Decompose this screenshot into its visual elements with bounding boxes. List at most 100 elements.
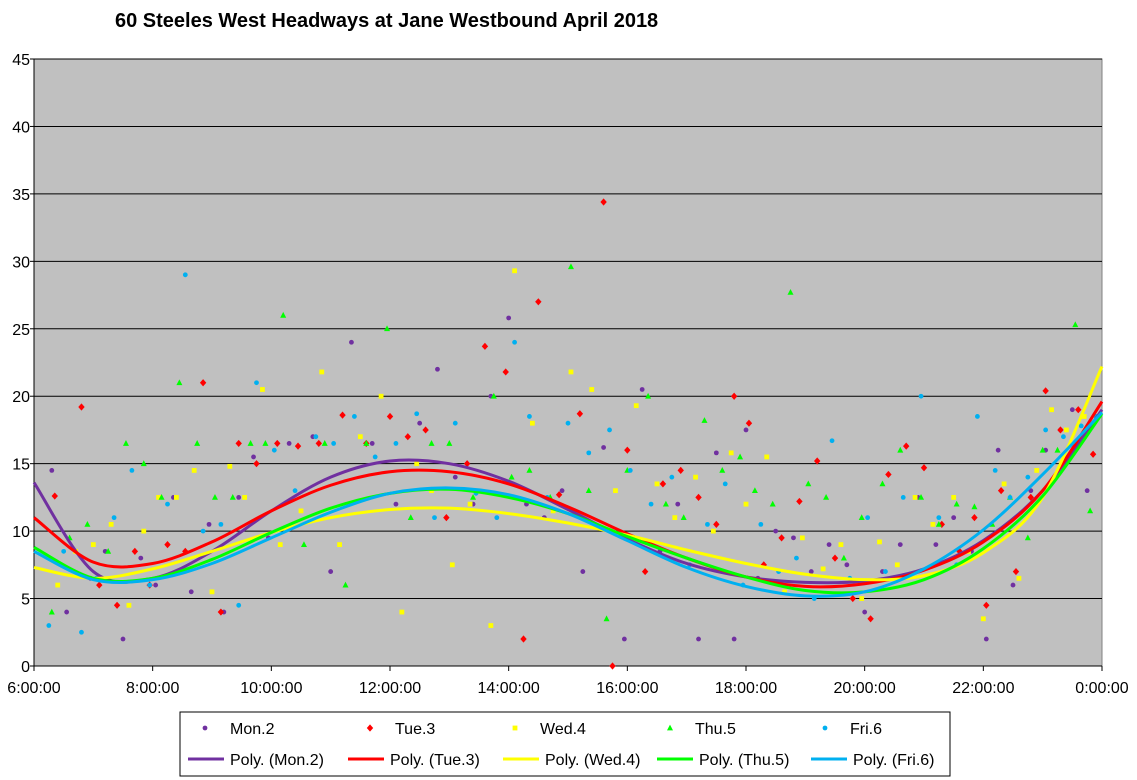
data-point	[823, 493, 830, 500]
data-point	[378, 393, 384, 399]
data-point	[1010, 582, 1016, 588]
data-point	[1012, 567, 1020, 576]
data-points	[46, 198, 1099, 670]
data-point	[951, 515, 957, 521]
data-point	[1024, 534, 1031, 541]
data-point	[384, 325, 391, 332]
data-point	[280, 311, 287, 318]
data-point	[782, 589, 787, 595]
data-point	[639, 387, 645, 392]
data-point	[49, 468, 55, 473]
data-point	[209, 589, 215, 595]
x-tick-label: 20:00:00	[834, 680, 896, 697]
data-point	[46, 623, 52, 628]
data-point	[879, 480, 886, 487]
data-point	[794, 555, 799, 561]
data-point	[897, 542, 903, 547]
data-point	[995, 447, 1001, 453]
x-tick-label: 18:00:00	[715, 680, 777, 697]
y-tick-label: 15	[12, 457, 30, 474]
data-point	[428, 440, 435, 446]
data-point	[1025, 474, 1031, 480]
data-point	[129, 468, 135, 473]
data-point	[158, 493, 165, 500]
y-tick-label: 0	[21, 659, 30, 676]
x-tick-label: 12:00:00	[359, 680, 421, 697]
data-point	[787, 288, 794, 295]
data-point	[328, 569, 334, 574]
data-point	[567, 263, 574, 270]
data-point	[877, 539, 882, 545]
data-point	[386, 412, 394, 421]
plot-background	[33, 58, 1103, 667]
data-point	[859, 596, 865, 601]
data-point	[164, 541, 171, 549]
data-point	[463, 460, 471, 468]
legend-label: Wed.4	[540, 721, 586, 738]
data-point	[535, 298, 542, 306]
data-point	[568, 369, 574, 375]
data-point	[621, 636, 627, 642]
data-point	[662, 500, 669, 507]
data-point	[48, 608, 55, 615]
data-point	[713, 520, 720, 528]
data-point	[609, 662, 616, 670]
data-point	[992, 468, 998, 473]
data-point	[555, 491, 563, 499]
y-tick-label: 20	[12, 389, 30, 406]
data-point	[1054, 446, 1061, 453]
data-point	[188, 589, 194, 595]
trendline	[33, 400, 1104, 589]
data-point	[140, 460, 147, 467]
data-point	[743, 501, 749, 507]
data-point	[607, 427, 612, 433]
data-point	[1089, 450, 1097, 458]
data-point	[695, 493, 702, 501]
data-point	[292, 488, 298, 494]
data-point	[844, 562, 850, 568]
y-tick-label: 5	[21, 592, 30, 609]
x-tick-label: 10:00:00	[240, 680, 302, 697]
data-point	[1001, 481, 1007, 487]
data-point	[113, 601, 121, 609]
chart-title: 60 Steeles West Headways at Jane Westbou…	[115, 10, 659, 32]
data-point	[903, 442, 910, 450]
data-point	[858, 514, 865, 521]
data-point	[997, 487, 1005, 495]
data-point	[502, 368, 509, 376]
data-point	[799, 535, 805, 541]
data-point	[933, 542, 939, 547]
data-point	[217, 608, 225, 616]
data-point	[452, 474, 458, 480]
data-point	[829, 438, 835, 444]
data-point	[1064, 427, 1069, 433]
gridlines	[34, 58, 1102, 600]
data-point	[675, 501, 681, 507]
trendline	[33, 411, 1104, 598]
data-point	[831, 554, 839, 562]
data-point	[182, 547, 189, 555]
data-point	[372, 454, 378, 460]
data-point	[236, 494, 242, 500]
data-point	[236, 602, 242, 608]
data-point	[773, 528, 779, 534]
data-point	[918, 493, 925, 500]
data-point	[737, 453, 744, 460]
x-tick-label: 6:00:00	[7, 680, 60, 697]
data-point	[983, 636, 989, 642]
y-tick-label: 10	[12, 524, 30, 541]
data-point	[490, 392, 497, 399]
data-point	[849, 594, 856, 603]
x-tick-label: 22:00:00	[952, 680, 1014, 697]
data-point	[235, 439, 242, 448]
data-point	[422, 426, 429, 434]
data-point	[1072, 321, 1079, 328]
data-point	[641, 567, 649, 576]
data-point	[912, 494, 918, 500]
data-point	[758, 521, 764, 527]
data-point	[1049, 407, 1054, 413]
data-point	[778, 534, 785, 542]
data-point	[141, 528, 147, 534]
data-point	[550, 508, 556, 514]
